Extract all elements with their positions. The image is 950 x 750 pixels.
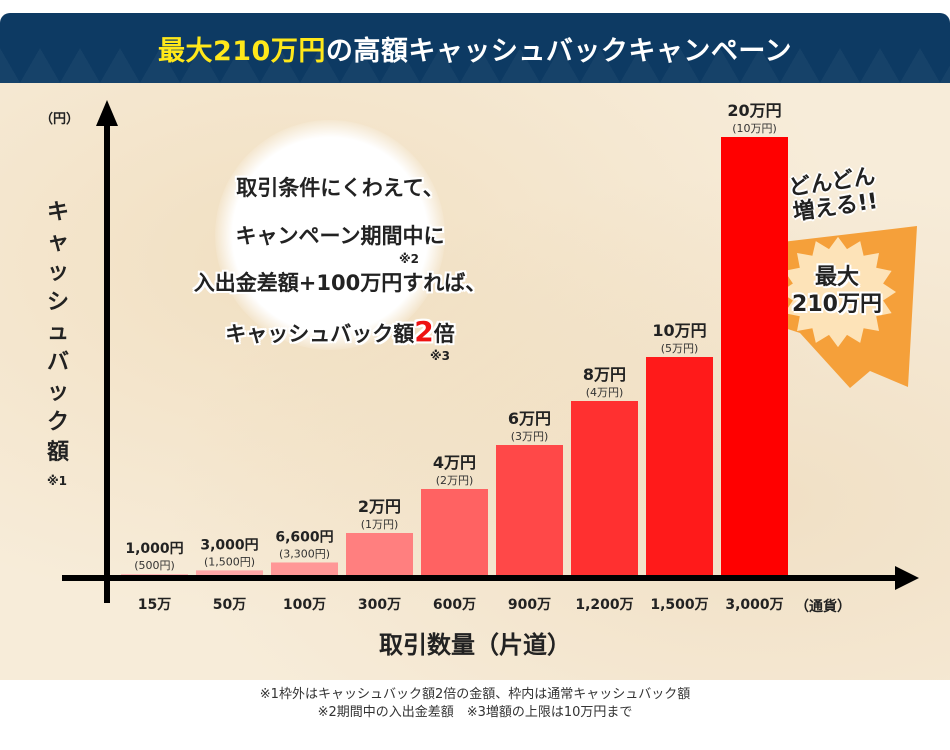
bar-label-doubled-0: 1,000円 [125, 541, 183, 557]
x-tick-label-2: 100万 [283, 597, 326, 613]
bar-8 [721, 137, 788, 577]
callout-line-2: キャンペーン期間中に [235, 224, 445, 248]
footnote-1: ※1枠外はキャッシュバック額2倍の金額、枠内は通常キャッシュバック額 [259, 687, 691, 702]
y-axis-label-char: ュ [46, 320, 69, 345]
burst-star-shape [780, 236, 896, 348]
y-axis-label-char: 額 [46, 440, 69, 465]
x-tick-label-4: 600万 [433, 597, 476, 613]
x-axis-unit: （通貨） [795, 599, 851, 615]
bar-label-normal-7: (5万円) [661, 342, 699, 355]
bar-label-doubled-7: 10万円 [652, 321, 706, 340]
callout-double-number: 2 [414, 315, 434, 348]
bar-label-normal-3: (1万円) [361, 518, 399, 531]
bar-3 [346, 533, 413, 577]
y-axis-label-char: キ [46, 200, 69, 225]
y-axis-label-char: ッ [46, 260, 69, 285]
bar-label-doubled-6: 8万円 [583, 365, 626, 384]
bar-4 [421, 489, 488, 577]
max-amount-badge-line-1: 最大 [814, 265, 859, 290]
y-axis-label-char: ッ [46, 380, 69, 405]
max-amount-badge-line-2: 210万円 [792, 292, 882, 317]
footnote-2: ※2期間中の入出金差額 ※3増額の上限は10万円まで [317, 705, 633, 720]
callout-line-4-suffix: 倍 [433, 322, 455, 346]
bar-label-doubled-5: 6万円 [508, 409, 551, 428]
bar-label-doubled-4: 4万円 [433, 453, 476, 472]
bar-label-normal-8: (10万円) [732, 122, 777, 135]
max-amount-badge: 最大 210万円 [782, 264, 892, 318]
y-axis-label: キャッシュバック額 [45, 198, 71, 468]
bar-label-normal-2: (3,300円) [279, 547, 330, 560]
x-tick-label-7: 1,500万 [650, 597, 708, 613]
callout-circle [215, 120, 445, 350]
y-axis-label-char: ャ [46, 230, 69, 255]
y-axis-arrow [96, 100, 118, 126]
x-tick-label-0: 15万 [138, 597, 171, 613]
callout-note-2: ※2 [399, 252, 420, 266]
header-banner: 最大210万円の高額キャッシュバックキャンペーン [0, 13, 950, 83]
bar-label-normal-6: (4万円) [586, 386, 624, 399]
y-axis-unit: （円） [40, 112, 80, 127]
bar-label-doubled-8: 20万円 [727, 101, 781, 120]
y-axis-label-char: シ [46, 290, 69, 315]
bar-6 [571, 401, 638, 577]
callout-note-3: ※3 [430, 349, 451, 363]
y-axis-label-char: ク [46, 410, 69, 435]
x-tick-label-3: 300万 [358, 597, 401, 613]
bar-label-doubled-1: 3,000円 [200, 537, 258, 553]
y-axis-note: ※1 [47, 474, 68, 488]
header-title-rest: の高額キャッシュバックキャンペーン [325, 35, 793, 67]
x-axis-arrow [895, 566, 919, 590]
header-title: 最大210万円の高額キャッシュバックキャンペーン [158, 29, 792, 68]
bar-label-normal-1: (1,500円) [204, 555, 255, 568]
bar-label-normal-4: (2万円) [436, 474, 474, 487]
bar-label-normal-0: (500円) [134, 559, 175, 572]
callout-line-1: 取引条件にくわえて、 [236, 176, 444, 200]
x-tick-label-1: 50万 [213, 597, 246, 613]
y-axis-label-char: バ [46, 350, 69, 375]
header-title-highlight: 最大210万円 [157, 35, 326, 67]
bar-label-normal-5: (3万円) [511, 430, 549, 443]
callout-line-4-prefix: キャッシュバック額 [225, 322, 415, 346]
x-tick-label-5: 900万 [508, 597, 551, 613]
bar-label-doubled-3: 2万円 [358, 497, 401, 516]
callout-line-3: 入出金差額+100万円すれば、 [193, 271, 487, 295]
x-tick-label-8: 3,000万 [725, 597, 783, 613]
bar-1 [196, 570, 263, 577]
bar-label-doubled-2: 6,600円 [275, 529, 333, 545]
footnotes: ※1枠外はキャッシュバック額2倍の金額、枠内は通常キャッシュバック額 ※2期間中… [0, 686, 950, 722]
bar-2 [271, 562, 338, 577]
callout-line-4: キャッシュバック額2倍 [120, 317, 560, 347]
x-axis-title: 取引数量（片道） [379, 631, 571, 659]
bar-5 [496, 445, 563, 577]
x-tick-label-6: 1,200万 [575, 597, 633, 613]
bar-7 [646, 357, 713, 577]
